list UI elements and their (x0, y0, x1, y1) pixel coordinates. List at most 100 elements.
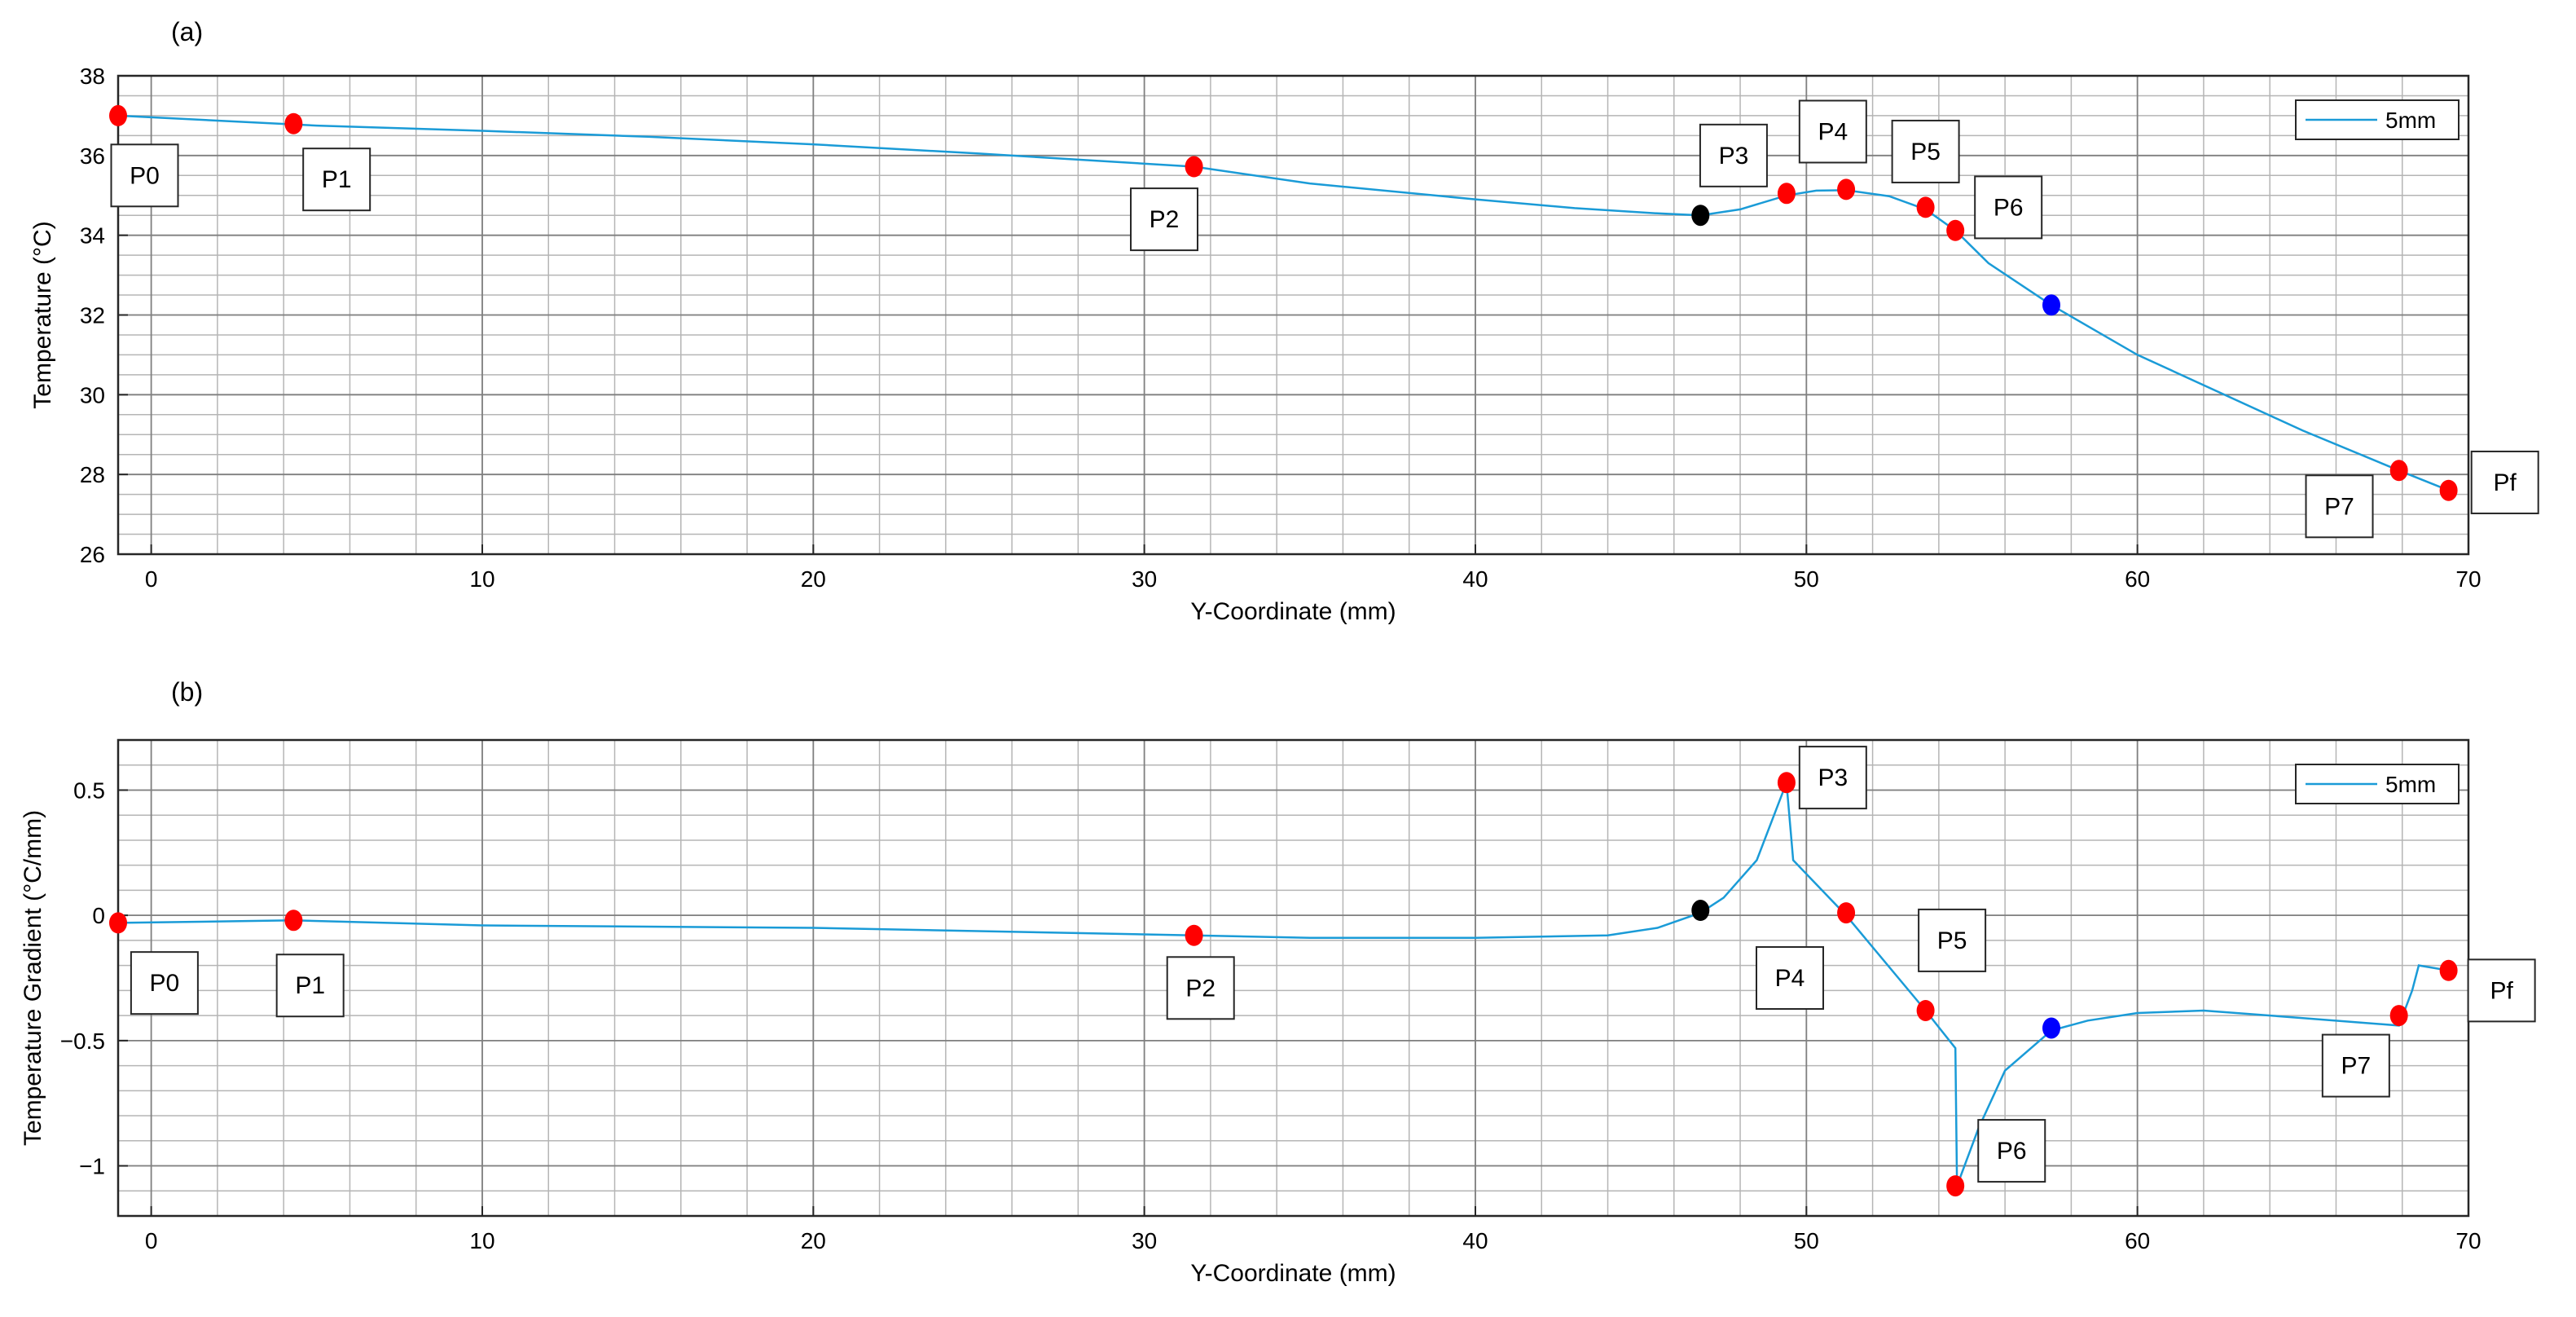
point-annotation: P2 (1130, 187, 1199, 252)
y-tick-label: 26 (80, 542, 105, 567)
annotation-box (2470, 450, 2539, 514)
x-tick-label: 70 (2455, 566, 2481, 592)
annotation-label: P1 (295, 972, 325, 999)
data-point-marker (2439, 959, 2458, 981)
annotation-label: P5 (1910, 139, 1941, 165)
series-line-5mm (117, 782, 2449, 1187)
data-point-marker (2042, 1017, 2061, 1039)
x-tick-label: 70 (2455, 1228, 2481, 1253)
point-annotation: P6 (1974, 175, 2043, 240)
legend: 5mm (2295, 99, 2460, 140)
annotation-box (2305, 474, 2374, 539)
x-tick-label: 40 (1462, 566, 1488, 592)
grid (118, 75, 2469, 555)
data-point-marker (1185, 156, 1203, 178)
y-tick-label: 28 (80, 462, 105, 487)
annotation-label: P7 (2324, 493, 2354, 520)
legend-label: 5mm (2385, 108, 2436, 133)
annotation-label: P1 (322, 166, 352, 193)
x-tick-label: 30 (1132, 1228, 1157, 1253)
point-annotation: Pf (2467, 958, 2536, 1023)
data-point-marker (1916, 196, 1935, 218)
y-axis-label: Temperature (°C) (29, 221, 56, 408)
data-point-marker (2389, 460, 2408, 482)
y-tick-label: 34 (80, 223, 105, 249)
chart-panel-a: 0 10 20 30 40 50 60 70 26 28 30 32 34 36 38 Y-Coordinat… (29, 17, 2539, 625)
y-tick-label: 0 (92, 903, 105, 928)
point-annotation: P7 (2305, 474, 2374, 539)
annotation-box (1977, 1119, 2046, 1183)
x-tick-label: 50 (1794, 566, 1819, 592)
annotation-label: P6 (1997, 1138, 2027, 1165)
data-point-marker (1946, 219, 1965, 241)
point-annotation: P3 (1798, 746, 1867, 810)
point-annotation: P4 (1756, 946, 1825, 1010)
x-tick-label: 60 (2125, 1228, 2150, 1253)
annotation-label: P4 (1818, 118, 1848, 145)
point-annotation: P2 (1166, 956, 1235, 1020)
chart-panel-b: 0 10 20 30 40 50 60 70 −1 −0.5 0 0.5 Y-Coordinate (m… (20, 677, 2536, 1287)
x-tick-label: 50 (1794, 1228, 1819, 1253)
data-point-marker (284, 112, 303, 134)
grid (118, 739, 2469, 1217)
data-point-marker (1777, 183, 1796, 205)
data-point-marker (109, 104, 127, 126)
annotation-label: P0 (130, 162, 160, 189)
data-point-marker (1777, 772, 1796, 794)
data-point-marker (1837, 178, 1856, 200)
point-annotation: P0 (130, 951, 199, 1015)
y-axis-label: Temperature Gradient (°C/mm) (20, 810, 46, 1146)
x-tick-label: 10 (469, 1228, 495, 1253)
annotation-box (1974, 175, 2043, 240)
annotation-box (130, 951, 199, 1015)
annotation-box (1918, 908, 1987, 972)
x-axis-label: Y-Coordinate (mm) (1190, 1260, 1396, 1287)
x-tick-label: 30 (1132, 566, 1157, 592)
x-tick-label: 0 (145, 566, 158, 592)
y-tick-label: −0.5 (60, 1028, 105, 1054)
data-point-marker (284, 910, 303, 932)
data-point-marker (2439, 479, 2458, 501)
panel-label: (a) (171, 17, 203, 46)
annotation-box (1891, 119, 1960, 183)
data-point-marker (2042, 294, 2061, 316)
annotation-label: P2 (1150, 206, 1180, 233)
annotation-box (1699, 123, 1768, 187)
y-tick-label: 38 (80, 64, 105, 89)
point-annotation: P1 (302, 148, 371, 212)
data-point-marker (1916, 999, 1935, 1021)
data-point-marker (1691, 205, 1710, 227)
annotation-box (1798, 99, 1867, 164)
annotation-label: P3 (1818, 764, 1848, 791)
annotation-box (302, 148, 371, 212)
data-point-marker (1837, 902, 1856, 924)
y-tick-label: 36 (80, 143, 105, 169)
plot-area-frame (116, 738, 2470, 1218)
point-annotation: Pf (2470, 450, 2539, 514)
annotation-label: P6 (1994, 194, 2024, 221)
legend: 5mm (2295, 764, 2460, 804)
annotation-label: P7 (2341, 1053, 2371, 1080)
annotation-box (1756, 946, 1825, 1010)
annotation-box (275, 954, 345, 1018)
point-annotation: P7 (2321, 1033, 2390, 1098)
y-tick-label: 32 (80, 303, 105, 328)
data-point-marker (109, 912, 127, 934)
annotation-box (110, 143, 179, 208)
annotation-label: Pf (2490, 977, 2513, 1004)
y-tick-label: 30 (80, 382, 105, 407)
point-annotation: P1 (275, 954, 345, 1018)
point-annotation: P0 (110, 143, 179, 208)
x-axis-label: Y-Coordinate (mm) (1190, 598, 1396, 625)
annotation-box (2321, 1033, 2390, 1098)
point-annotation: P6 (1977, 1119, 2046, 1183)
point-annotation: P4 (1798, 99, 1867, 164)
x-tick-label: 20 (801, 1228, 826, 1253)
x-tick-label: 60 (2125, 566, 2150, 592)
annotation-label: P3 (1719, 143, 1749, 170)
annotation-label: P2 (1185, 975, 1215, 1002)
x-tick-label: 40 (1462, 1228, 1488, 1253)
data-point-marker (1946, 1175, 1965, 1197)
data-point-marker (2389, 1005, 2408, 1027)
